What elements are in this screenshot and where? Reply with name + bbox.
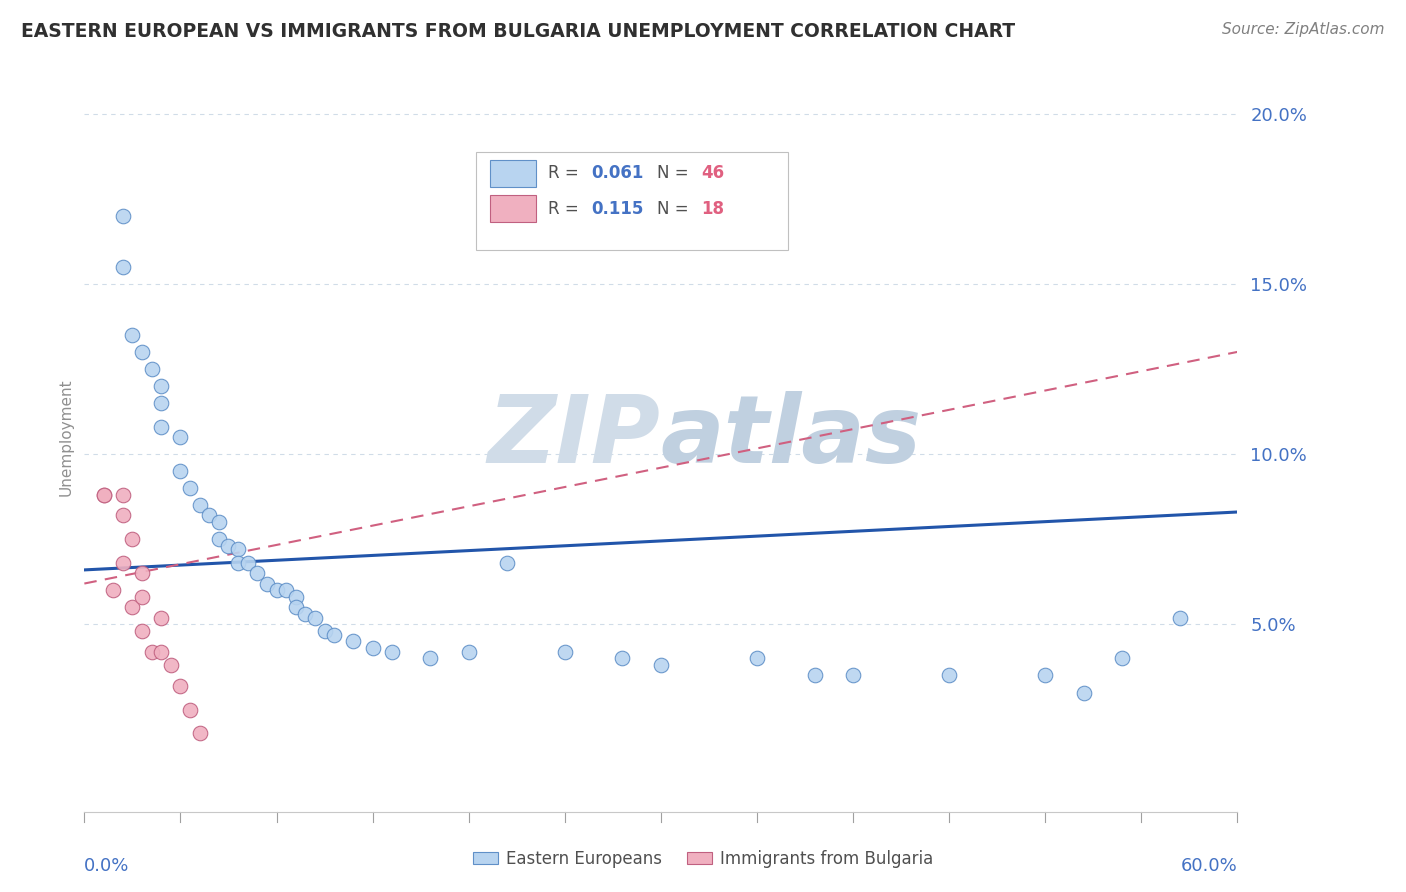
Point: [803, 668, 825, 682]
Point: [169, 430, 191, 444]
Point: [314, 624, 336, 639]
Point: [226, 542, 249, 557]
Point: [457, 645, 479, 659]
Point: [131, 590, 153, 604]
Point: [304, 610, 326, 624]
Point: [93, 488, 115, 502]
Point: [323, 627, 346, 641]
Text: atlas: atlas: [661, 391, 922, 483]
Point: [650, 658, 672, 673]
Point: [361, 641, 384, 656]
Bar: [491, 195, 536, 222]
Point: [111, 209, 134, 223]
Point: [266, 583, 288, 598]
Point: [208, 533, 231, 547]
Point: [342, 634, 364, 648]
Text: ZIP: ZIP: [488, 391, 661, 483]
Point: [276, 583, 298, 598]
Point: [1073, 685, 1095, 699]
Point: [169, 679, 191, 693]
Point: [256, 576, 278, 591]
Point: [150, 379, 173, 393]
Point: [121, 533, 143, 547]
Point: [745, 651, 768, 665]
Point: [111, 488, 134, 502]
Point: [131, 624, 153, 639]
Point: [419, 651, 441, 665]
Point: [554, 645, 576, 659]
Point: [842, 668, 865, 682]
Text: R =: R =: [548, 164, 583, 182]
Y-axis label: Unemployment: Unemployment: [58, 378, 73, 496]
Point: [150, 645, 173, 659]
Text: 0.061: 0.061: [592, 164, 644, 182]
Text: N =: N =: [658, 200, 695, 218]
Point: [246, 566, 269, 581]
Text: 60.0%: 60.0%: [1181, 856, 1237, 875]
Point: [111, 260, 134, 274]
Bar: [491, 160, 536, 186]
Text: 0.0%: 0.0%: [84, 856, 129, 875]
Point: [169, 464, 191, 478]
Text: Source: ZipAtlas.com: Source: ZipAtlas.com: [1222, 22, 1385, 37]
Point: [1168, 610, 1191, 624]
Point: [179, 481, 201, 495]
Point: [121, 327, 143, 342]
Point: [111, 556, 134, 570]
Point: [131, 566, 153, 581]
Point: [111, 508, 134, 523]
Point: [93, 488, 115, 502]
Bar: [477, 153, 787, 250]
Point: [208, 515, 231, 529]
Point: [1033, 668, 1056, 682]
Point: [179, 702, 201, 716]
Point: [160, 658, 183, 673]
Text: 46: 46: [702, 164, 724, 182]
Point: [612, 651, 634, 665]
Point: [381, 645, 404, 659]
Point: [131, 345, 153, 359]
Point: [1111, 651, 1133, 665]
Text: N =: N =: [658, 164, 695, 182]
Text: R =: R =: [548, 200, 583, 218]
Text: EASTERN EUROPEAN VS IMMIGRANTS FROM BULGARIA UNEMPLOYMENT CORRELATION CHART: EASTERN EUROPEAN VS IMMIGRANTS FROM BULG…: [21, 22, 1015, 41]
Point: [150, 420, 173, 434]
Point: [150, 610, 173, 624]
Point: [150, 396, 173, 410]
Text: 0.115: 0.115: [592, 200, 644, 218]
Point: [121, 600, 143, 615]
Point: [496, 556, 519, 570]
Point: [141, 362, 163, 376]
Point: [218, 539, 240, 553]
Point: [294, 607, 316, 622]
Point: [284, 590, 307, 604]
Point: [103, 583, 124, 598]
Point: [188, 726, 211, 740]
Point: [938, 668, 960, 682]
Point: [198, 508, 221, 523]
Point: [188, 498, 211, 512]
Point: [226, 556, 249, 570]
Point: [141, 645, 163, 659]
Point: [236, 556, 259, 570]
Text: 18: 18: [702, 200, 724, 218]
Point: [284, 600, 307, 615]
Legend: Eastern Europeans, Immigrants from Bulgaria: Eastern Europeans, Immigrants from Bulga…: [465, 844, 941, 875]
